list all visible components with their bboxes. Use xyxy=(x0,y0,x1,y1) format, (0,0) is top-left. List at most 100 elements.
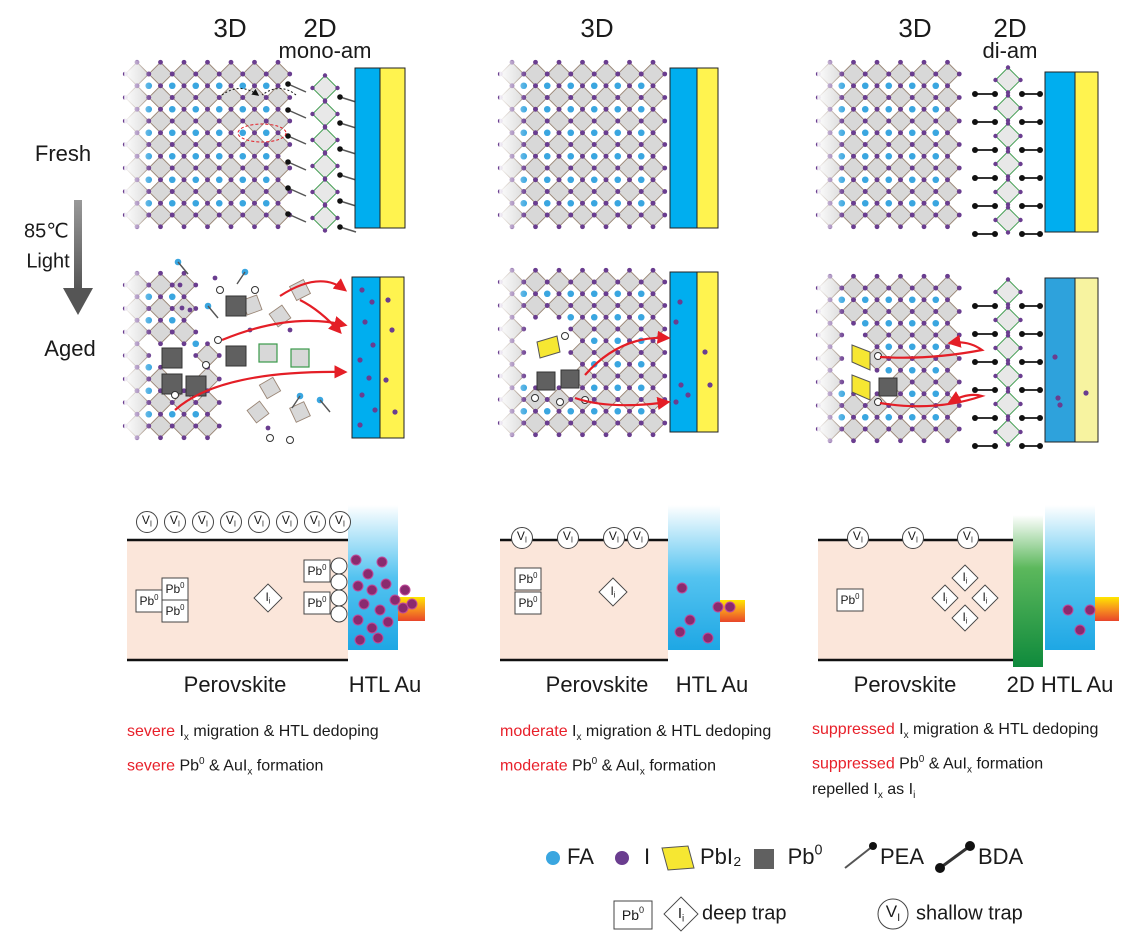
fa-ion xyxy=(932,319,940,327)
iodide-ion xyxy=(591,212,597,218)
symbol-label: VI xyxy=(170,513,180,528)
caption-segment: suppressed xyxy=(812,721,895,738)
iodide-ion xyxy=(603,314,609,320)
iodide-ion xyxy=(158,106,163,112)
caption-segment: formation xyxy=(972,755,1044,773)
iodide-ion xyxy=(193,95,199,100)
octahedron xyxy=(994,334,1022,362)
fa-ion xyxy=(614,82,622,90)
vacancy-trap xyxy=(136,511,158,533)
bda-head xyxy=(992,415,998,421)
octahedron xyxy=(570,316,595,342)
octahedron xyxy=(218,155,244,181)
iodide-ion xyxy=(851,106,856,112)
iodide-ion xyxy=(862,118,868,124)
iodide-ion xyxy=(945,59,950,65)
fa-ion xyxy=(168,82,176,90)
octahedron xyxy=(617,179,642,204)
octahedron xyxy=(593,132,619,157)
bda-head xyxy=(1019,147,1025,153)
iodide-ion xyxy=(158,270,163,276)
iodide-ion xyxy=(275,59,281,65)
iodide-ion xyxy=(886,426,892,432)
symbol-base: I xyxy=(265,590,268,604)
iodide-ion xyxy=(933,426,939,432)
iodide-ion xyxy=(685,392,691,398)
iodide-ion xyxy=(898,106,903,112)
vacancy-site xyxy=(330,573,348,591)
fa-ion xyxy=(614,360,622,368)
pbi2-cluster xyxy=(851,374,871,401)
layer-type: mono-am xyxy=(279,38,372,63)
symbol-sup: 0 xyxy=(154,593,159,602)
iodide-ion xyxy=(406,598,418,610)
iodide-ion xyxy=(874,367,880,373)
iodide-ion xyxy=(956,309,962,314)
iodide-ion xyxy=(322,228,328,233)
bda-head xyxy=(972,119,978,125)
htl-layer xyxy=(351,276,381,439)
iodide-ion xyxy=(638,165,644,171)
iodide-ion xyxy=(580,130,585,136)
fa-ion xyxy=(908,129,916,137)
octahedron xyxy=(888,108,913,134)
symbol-sup: 0 xyxy=(180,581,185,590)
iodide-ion xyxy=(851,59,856,65)
iodide-ion xyxy=(397,602,409,614)
symbol-label: VI xyxy=(226,513,236,528)
octahedron xyxy=(888,416,913,442)
edge-fade xyxy=(499,268,528,437)
iodide-ion xyxy=(556,267,562,273)
iodide-ion xyxy=(712,601,724,613)
pea-head xyxy=(337,146,343,152)
iodide-ion xyxy=(580,338,585,344)
iodide-ion xyxy=(580,224,585,230)
htl-layer xyxy=(354,67,381,229)
iodide-ion xyxy=(673,319,679,325)
iodide-ion xyxy=(921,153,927,159)
iodide-ion xyxy=(1018,105,1023,111)
vacancy-trap xyxy=(627,527,649,549)
octahedron xyxy=(911,85,937,110)
iodide-ion xyxy=(556,200,562,206)
iodide-ion xyxy=(568,420,574,426)
iodide-ion xyxy=(392,409,398,415)
vacancy-trap xyxy=(276,511,298,533)
iodide-ion xyxy=(874,106,880,112)
iodide-ion xyxy=(362,568,374,580)
bda-head xyxy=(992,443,998,449)
fa-ion xyxy=(614,152,622,160)
iodide-ion xyxy=(591,118,597,124)
iodide-ion xyxy=(310,137,315,143)
iodide-ion xyxy=(1018,429,1023,435)
iodide-ion xyxy=(615,350,621,355)
iodide-ion xyxy=(1005,333,1011,338)
iodide-ion xyxy=(874,320,880,326)
octahedron xyxy=(617,410,642,436)
band-label: Perovskite xyxy=(546,672,649,697)
iodide-ion xyxy=(568,212,574,218)
fa-ion xyxy=(215,129,223,137)
iodide-ion xyxy=(662,303,668,308)
symbol-sup: 0 xyxy=(639,906,644,916)
iodide-ion xyxy=(544,212,550,218)
legend-pea-head xyxy=(869,842,877,850)
iodide-ion xyxy=(568,326,574,332)
iodide-ion xyxy=(886,142,892,147)
octahedron xyxy=(994,178,1022,206)
iodide-ion xyxy=(909,426,915,432)
vacancy-site xyxy=(874,398,882,406)
iodide-ion xyxy=(603,200,609,206)
iodide-ion xyxy=(676,582,688,594)
legend-pbi2 xyxy=(661,845,695,871)
legend-label: PbI₂ xyxy=(700,844,742,869)
iodide-ion xyxy=(638,326,644,332)
octahedron xyxy=(935,416,960,442)
iodide-ion xyxy=(359,287,365,293)
octahedron xyxy=(864,155,890,181)
iodide-ion xyxy=(898,177,903,183)
iodide-ion xyxy=(956,142,962,147)
migration-arrow xyxy=(221,316,348,342)
iodide-ion xyxy=(615,420,621,426)
iodide-ion xyxy=(169,189,175,194)
